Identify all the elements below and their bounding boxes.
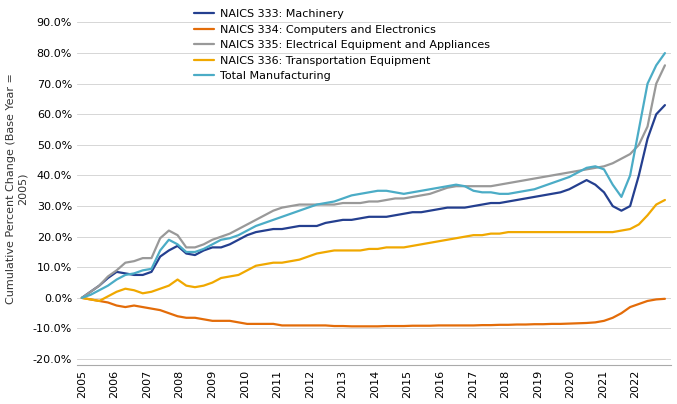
NAICS 334: Computers and Electronics: (2.02e+03, -0.091): Computers and Electronics: (2.02e+03, -0… xyxy=(417,323,425,328)
Total Manufacturing xyxy=(78,295,86,300)
NAICS 334: Computers and Electronics: (2.02e+03, -0.065): Computers and Electronics: (2.02e+03, -0… xyxy=(609,316,617,320)
Line: NAICS 333: Machinery: NAICS 333: Machinery xyxy=(82,105,665,298)
Total Manufacturing xyxy=(643,81,651,86)
NAICS 334: Computers and Electronics: (2.01e+03, -0.093): Computers and Electronics: (2.01e+03, -0… xyxy=(347,324,355,329)
NAICS 336: Transportation Equipment: (2.02e+03, 0.215): Transportation Equipment: (2.02e+03, 0.2… xyxy=(609,229,617,234)
Total Manufacturing xyxy=(209,242,217,247)
NAICS 335: Electrical Equipment and Appliances: (2.01e+03, 0.2): Electrical Equipment and Appliances: (2.… xyxy=(217,234,225,239)
NAICS 334: Computers and Electronics: (2.01e+03, -0.075): Computers and Electronics: (2.01e+03, -0… xyxy=(209,318,217,323)
NAICS 336: Transportation Equipment: (2.02e+03, 0.175): Transportation Equipment: (2.02e+03, 0.1… xyxy=(417,242,425,247)
NAICS 335: Electrical Equipment and Appliances: (2.02e+03, 0.56): Electrical Equipment and Appliances: (2.… xyxy=(643,124,651,129)
Total Manufacturing xyxy=(600,167,608,172)
NAICS 335: Electrical Equipment and Appliances: (2.02e+03, 0.335): Electrical Equipment and Appliances: (2.… xyxy=(417,193,425,198)
NAICS 335: Electrical Equipment and Appliances: (2.02e+03, 0.43): Electrical Equipment and Appliances: (2.… xyxy=(600,164,608,169)
NAICS 336: Transportation Equipment: (2e+03, 0): Transportation Equipment: (2e+03, 0) xyxy=(78,295,86,300)
Line: NAICS 335: Electrical Equipment and Appliances: NAICS 335: Electrical Equipment and Appl… xyxy=(82,65,665,298)
NAICS 333: Machinery: (2.01e+03, 0.165): Machinery: (2.01e+03, 0.165) xyxy=(217,245,225,250)
NAICS 335: Electrical Equipment and Appliances: (2.02e+03, 0.76): Electrical Equipment and Appliances: (2.… xyxy=(661,63,669,68)
Total Manufacturing xyxy=(417,188,425,193)
NAICS 333: Machinery: (2.02e+03, 0.63): Machinery: (2.02e+03, 0.63) xyxy=(661,103,669,107)
NAICS 336: Transportation Equipment: (2.02e+03, 0.18): Transportation Equipment: (2.02e+03, 0.1… xyxy=(426,240,434,245)
NAICS 334: Computers and Electronics: (2.02e+03, -0.003): Computers and Electronics: (2.02e+03, -0… xyxy=(661,297,669,301)
Legend: NAICS 333: Machinery, NAICS 334: Computers and Electronics, NAICS 335: Electrica: NAICS 333: Machinery, NAICS 334: Compute… xyxy=(190,5,494,86)
Total Manufacturing xyxy=(661,50,669,55)
NAICS 334: Computers and Electronics: (2.02e+03, -0.091): Computers and Electronics: (2.02e+03, -0… xyxy=(426,323,434,328)
NAICS 333: Machinery: (2.02e+03, 0.28): Machinery: (2.02e+03, 0.28) xyxy=(408,210,416,215)
NAICS 336: Transportation Equipment: (2.01e+03, 0.155): Transportation Equipment: (2.01e+03, 0.1… xyxy=(330,248,338,253)
NAICS 336: Transportation Equipment: (2.01e+03, -0.01): Transportation Equipment: (2.01e+03, -0.… xyxy=(95,299,104,303)
NAICS 336: Transportation Equipment: (2.02e+03, 0.32): Transportation Equipment: (2.02e+03, 0.3… xyxy=(661,198,669,202)
NAICS 335: Electrical Equipment and Appliances: (2.02e+03, 0.33): Electrical Equipment and Appliances: (2.… xyxy=(408,194,416,199)
NAICS 333: Machinery: (2.01e+03, 0.165): Machinery: (2.01e+03, 0.165) xyxy=(209,245,217,250)
NAICS 334: Computers and Electronics: (2.01e+03, -0.09): Computers and Electronics: (2.01e+03, -0… xyxy=(322,323,330,328)
NAICS 333: Machinery: (2e+03, 0): Machinery: (2e+03, 0) xyxy=(78,295,86,300)
Total Manufacturing xyxy=(408,190,416,195)
NAICS 333: Machinery: (2.02e+03, 0.28): Machinery: (2.02e+03, 0.28) xyxy=(417,210,425,215)
Total Manufacturing xyxy=(217,237,225,242)
Line: NAICS 334: Computers and Electronics: NAICS 334: Computers and Electronics xyxy=(82,298,665,326)
NAICS 335: Electrical Equipment and Appliances: (2.01e+03, 0.19): Electrical Equipment and Appliances: (2.… xyxy=(209,237,217,242)
NAICS 333: Machinery: (2.02e+03, 0.52): Machinery: (2.02e+03, 0.52) xyxy=(643,136,651,141)
Line: NAICS 336: Transportation Equipment: NAICS 336: Transportation Equipment xyxy=(82,200,665,301)
NAICS 333: Machinery: (2.02e+03, 0.345): Machinery: (2.02e+03, 0.345) xyxy=(600,190,608,195)
NAICS 334: Computers and Electronics: (2.01e+03, -0.075): Computers and Electronics: (2.01e+03, -0… xyxy=(217,318,225,323)
Line: Total Manufacturing: Total Manufacturing xyxy=(82,53,665,298)
NAICS 335: Electrical Equipment and Appliances: (2e+03, 0): Electrical Equipment and Appliances: (2e… xyxy=(78,295,86,300)
NAICS 334: Computers and Electronics: (2e+03, 0): Computers and Electronics: (2e+03, 0) xyxy=(78,295,86,300)
Y-axis label: Cumulative Percent Change (Base Year =
2005): Cumulative Percent Change (Base Year = 2… xyxy=(5,73,27,304)
NAICS 336: Transportation Equipment: (2.01e+03, 0.07): Transportation Equipment: (2.01e+03, 0.0… xyxy=(225,274,234,279)
NAICS 336: Transportation Equipment: (2.01e+03, 0.065): Transportation Equipment: (2.01e+03, 0.0… xyxy=(217,276,225,280)
